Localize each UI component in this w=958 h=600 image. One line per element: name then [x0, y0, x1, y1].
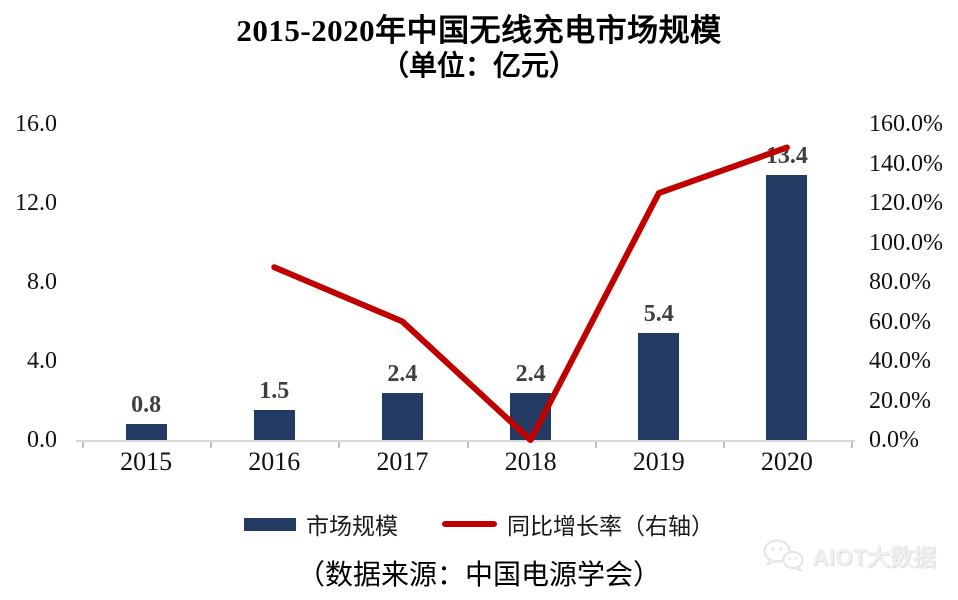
bar-value-label: 0.8 — [131, 392, 162, 419]
bar-2015 — [125, 424, 167, 440]
x-category-label: 2018 — [504, 447, 557, 476]
y-left-tick-label: 16.0 — [15, 111, 57, 137]
y-left-tick-label: 0.0 — [27, 427, 57, 453]
x-axis-tick — [722, 442, 725, 448]
watermark-text: AIOT大数据 — [812, 544, 936, 570]
y-right-tick-label: 80.0% — [869, 269, 931, 295]
bar-2018 — [510, 392, 552, 440]
legend-item-growth-rate: 同比增长率（右轴） — [442, 507, 714, 541]
y-right-tick-label: 40.0% — [869, 348, 931, 374]
y-left-tick-label: 12.0 — [15, 190, 57, 216]
y-right-tick-label: 120.0% — [869, 190, 943, 216]
bar-value-label: 2.4 — [387, 360, 418, 387]
x-axis-line — [76, 440, 855, 442]
bar-2019 — [638, 333, 680, 440]
x-category-label: 2017 — [376, 447, 429, 476]
x-category-label: 2019 — [632, 447, 685, 476]
bar-2017 — [381, 392, 423, 440]
legend-label-growth-rate: 同比增长率（右轴） — [507, 513, 714, 539]
source-note: （数据来源：中国电源学会） — [296, 560, 661, 591]
x-axis-tick — [82, 442, 84, 448]
y-right-tick-label: 100.0% — [869, 229, 943, 256]
bar-value-label: 13.4 — [765, 143, 808, 170]
y-left-tick-label: 8.0 — [27, 269, 57, 295]
x-axis-tick — [338, 442, 341, 448]
legend-bar-swatch — [244, 517, 296, 531]
bar-2020 — [766, 175, 808, 440]
watermark: AIOT大数据 — [762, 538, 936, 572]
x-category-label: 2020 — [760, 447, 813, 476]
chart-subtitle: （单位：亿元） — [380, 51, 577, 82]
bar-value-label: 5.4 — [643, 301, 674, 328]
y-right-tick-label: 60.0% — [869, 308, 931, 335]
x-axis-tick — [466, 442, 469, 448]
x-axis-tick — [210, 442, 213, 448]
bar-value-label: 2.4 — [515, 360, 546, 387]
bar-2016 — [253, 410, 295, 440]
y-left-tick-label: 4.0 — [27, 348, 57, 374]
bar-value-label: 1.5 — [259, 378, 290, 405]
chart-title: 2015-2020年中国无线充电市场规模 — [236, 13, 722, 48]
legend-item-market-size: 市场规模 — [244, 507, 398, 541]
x-category-label: 2015 — [120, 447, 173, 476]
y-right-tick-label: 20.0% — [869, 387, 931, 414]
y-right-tick-label: 140.0% — [869, 150, 943, 177]
x-axis-tick — [851, 442, 853, 448]
legend-line-swatch — [442, 521, 497, 527]
x-category-label: 2016 — [248, 447, 301, 476]
legend-label-market-size: 市场规模 — [306, 513, 398, 539]
wechat-bubbles-icon — [763, 539, 804, 572]
legend: 市场规模 同比增长率（右轴） — [0, 507, 958, 541]
x-axis-tick — [594, 442, 597, 448]
y-right-tick-label: 160.0% — [869, 111, 943, 137]
y-right-tick-label: 0.0% — [869, 427, 919, 453]
